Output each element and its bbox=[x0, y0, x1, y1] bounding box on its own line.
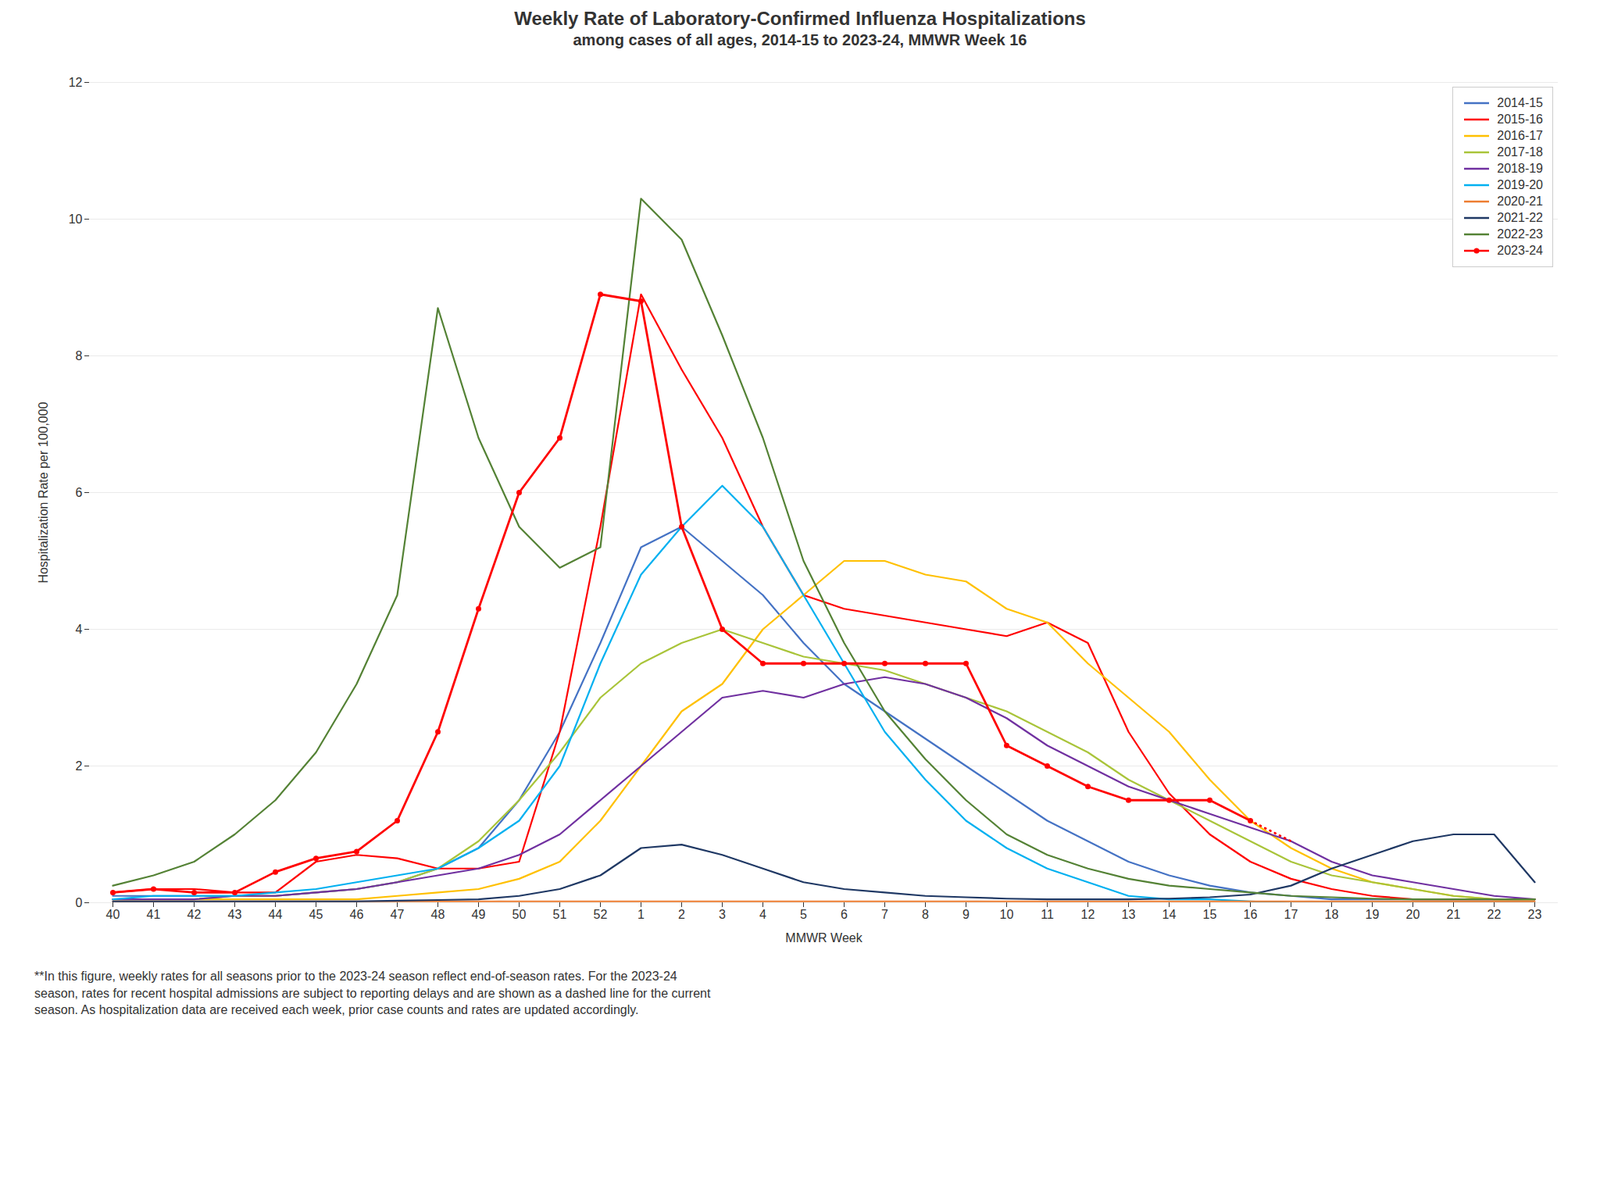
svg-text:51: 51 bbox=[553, 907, 568, 922]
html-text:2017-18: 2017-18 bbox=[1497, 145, 1543, 159]
html-text:**In this figure, weekly rates: **In this figure, weekly rates for all s… bbox=[34, 969, 711, 1017]
html-text:2022-23: 2022-23 bbox=[1497, 227, 1543, 241]
html-text:2023-24: 2023-24 bbox=[1497, 243, 1543, 258]
svg-text:4: 4 bbox=[75, 622, 83, 636]
svg-text:13: 13 bbox=[1121, 907, 1136, 922]
svg-text:52: 52 bbox=[593, 907, 608, 922]
html-text:2016-17: 2016-17 bbox=[1497, 128, 1543, 143]
svg-text:20: 20 bbox=[1406, 907, 1421, 922]
svg-text:44: 44 bbox=[268, 907, 283, 922]
html-text:2021-22: 2021-22 bbox=[1497, 210, 1543, 225]
svg-text:15: 15 bbox=[1203, 907, 1218, 922]
svg-text:8: 8 bbox=[921, 907, 929, 922]
svg-text:46: 46 bbox=[350, 907, 365, 922]
svg-text:1: 1 bbox=[637, 907, 645, 922]
svg-text:50: 50 bbox=[512, 907, 527, 922]
svg-text:22: 22 bbox=[1487, 907, 1502, 922]
svg-text:49: 49 bbox=[471, 907, 486, 922]
svg-text:17: 17 bbox=[1284, 907, 1299, 922]
svg-text:11: 11 bbox=[1040, 907, 1054, 922]
svg-text:42: 42 bbox=[187, 907, 202, 922]
svg-text:18: 18 bbox=[1325, 907, 1340, 922]
svg-text:14: 14 bbox=[1162, 907, 1177, 922]
svg-text:10: 10 bbox=[68, 212, 83, 226]
svg-text:43: 43 bbox=[228, 907, 243, 922]
svg-text:41: 41 bbox=[146, 907, 161, 922]
svg-text:45: 45 bbox=[309, 907, 324, 922]
svg-text:MMWR Week: MMWR Week bbox=[785, 931, 863, 945]
svg-text:5: 5 bbox=[800, 907, 808, 922]
svg-text:9: 9 bbox=[962, 907, 970, 922]
svg-text:16: 16 bbox=[1243, 907, 1258, 922]
html-text:2020-21: 2020-21 bbox=[1497, 194, 1543, 208]
svg-text:2: 2 bbox=[678, 907, 686, 922]
svg-text:48: 48 bbox=[431, 907, 446, 922]
svg-text:10: 10 bbox=[1000, 907, 1015, 922]
html-text:2018-19: 2018-19 bbox=[1497, 161, 1543, 175]
svg-text:8: 8 bbox=[75, 349, 83, 363]
svg-text:0: 0 bbox=[75, 896, 83, 910]
svg-text:40: 40 bbox=[106, 907, 121, 922]
html-text:among cases of all ages, 2014-: among cases of all ages, 2014-15 to 2023… bbox=[573, 31, 1027, 49]
svg-text:12: 12 bbox=[1081, 907, 1096, 922]
svg-text:6: 6 bbox=[840, 907, 848, 922]
html-text:2015-16: 2015-16 bbox=[1497, 112, 1543, 126]
svg-text:3: 3 bbox=[718, 907, 726, 922]
svg-text:7: 7 bbox=[881, 907, 889, 922]
svg-text:47: 47 bbox=[390, 907, 405, 922]
svg-text:6: 6 bbox=[75, 485, 83, 500]
svg-text:19: 19 bbox=[1365, 907, 1380, 922]
svg-text:Hospitalization Rate per 100,0: Hospitalization Rate per 100,000 bbox=[36, 401, 50, 583]
svg-text:12: 12 bbox=[68, 75, 83, 90]
html-text:Weekly Rate of Laboratory-Conf: Weekly Rate of Laboratory-Confirmed Infl… bbox=[514, 7, 1086, 29]
html-text:2014-15: 2014-15 bbox=[1497, 96, 1543, 110]
svg-text:21: 21 bbox=[1446, 907, 1461, 922]
svg-text:2: 2 bbox=[75, 759, 83, 773]
svg-text:4: 4 bbox=[759, 907, 767, 922]
html-text:2019-20: 2019-20 bbox=[1497, 178, 1543, 192]
svg-text:23: 23 bbox=[1528, 907, 1543, 922]
